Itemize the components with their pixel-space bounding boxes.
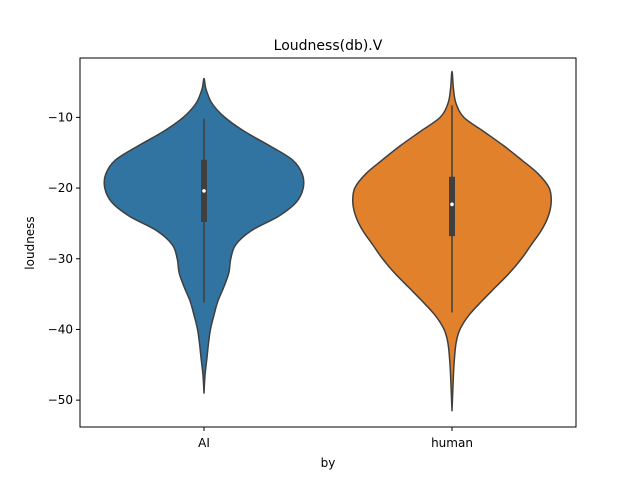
y-tick-label: −30 [48, 252, 73, 266]
x-tick-label: human [431, 436, 473, 450]
x-tick-label: AI [198, 436, 210, 450]
median-point-ai [202, 189, 206, 193]
y-tick-label: −10 [48, 110, 73, 124]
x-axis: AI human [198, 427, 473, 450]
y-axis: −10 −20 −30 −40 −50 [48, 110, 80, 407]
iqr-box-human [449, 176, 455, 237]
chart-title: Loudness(db).V [274, 38, 383, 54]
plot-area-frame [79, 57, 577, 428]
y-tick-label: −40 [48, 322, 73, 336]
violin-layer [103, 70, 553, 412]
y-axis-label: loudness [23, 216, 37, 269]
y-tick-label: −20 [48, 181, 73, 195]
y-tick-label: −50 [48, 393, 73, 407]
median-point-human [450, 202, 454, 207]
x-axis-label: by [321, 456, 336, 470]
